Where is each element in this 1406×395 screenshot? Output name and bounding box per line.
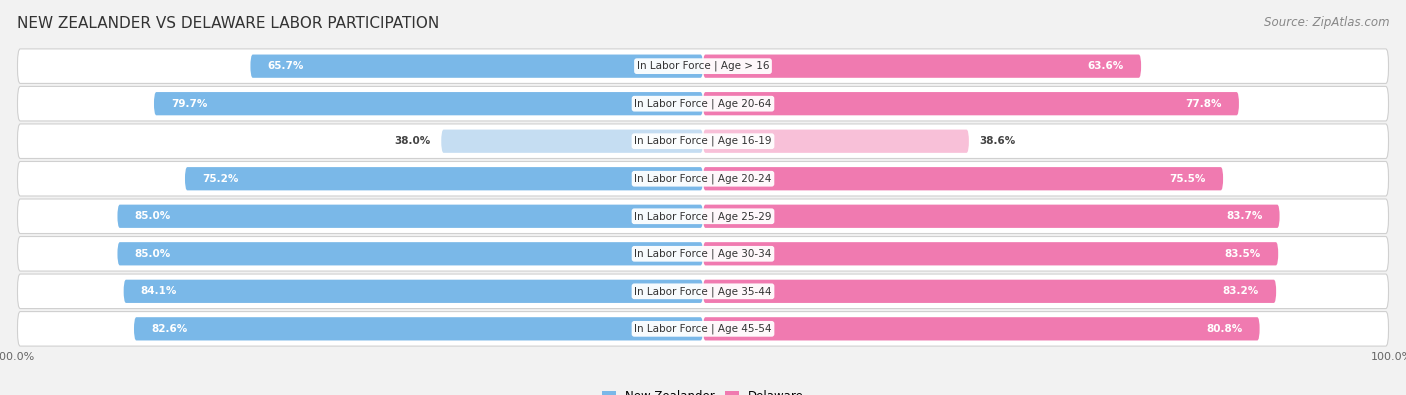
- FancyBboxPatch shape: [118, 205, 703, 228]
- Text: In Labor Force | Age 20-64: In Labor Force | Age 20-64: [634, 98, 772, 109]
- Text: In Labor Force | Age 30-34: In Labor Force | Age 30-34: [634, 248, 772, 259]
- Text: 83.2%: 83.2%: [1223, 286, 1258, 296]
- Text: 65.7%: 65.7%: [267, 61, 304, 71]
- FancyBboxPatch shape: [703, 92, 1239, 115]
- FancyBboxPatch shape: [703, 280, 1277, 303]
- FancyBboxPatch shape: [250, 55, 703, 78]
- FancyBboxPatch shape: [124, 280, 703, 303]
- Text: 85.0%: 85.0%: [135, 249, 172, 259]
- FancyBboxPatch shape: [703, 317, 1260, 340]
- Text: NEW ZEALANDER VS DELAWARE LABOR PARTICIPATION: NEW ZEALANDER VS DELAWARE LABOR PARTICIP…: [17, 16, 439, 31]
- Text: 79.7%: 79.7%: [172, 99, 208, 109]
- Text: In Labor Force | Age 25-29: In Labor Force | Age 25-29: [634, 211, 772, 222]
- Text: In Labor Force | Age 45-54: In Labor Force | Age 45-54: [634, 324, 772, 334]
- Text: In Labor Force | Age > 16: In Labor Force | Age > 16: [637, 61, 769, 71]
- Text: 83.7%: 83.7%: [1226, 211, 1263, 221]
- Text: Source: ZipAtlas.com: Source: ZipAtlas.com: [1264, 16, 1389, 29]
- FancyBboxPatch shape: [703, 205, 1279, 228]
- FancyBboxPatch shape: [703, 130, 969, 153]
- Text: 38.0%: 38.0%: [395, 136, 430, 146]
- FancyBboxPatch shape: [703, 167, 1223, 190]
- FancyBboxPatch shape: [17, 312, 1389, 346]
- FancyBboxPatch shape: [441, 130, 703, 153]
- FancyBboxPatch shape: [17, 124, 1389, 158]
- FancyBboxPatch shape: [17, 49, 1389, 83]
- FancyBboxPatch shape: [17, 274, 1389, 308]
- FancyBboxPatch shape: [17, 162, 1389, 196]
- Text: In Labor Force | Age 20-24: In Labor Force | Age 20-24: [634, 173, 772, 184]
- FancyBboxPatch shape: [703, 55, 1142, 78]
- FancyBboxPatch shape: [703, 242, 1278, 265]
- Text: 75.5%: 75.5%: [1170, 174, 1206, 184]
- FancyBboxPatch shape: [153, 92, 703, 115]
- Text: 84.1%: 84.1%: [141, 286, 177, 296]
- FancyBboxPatch shape: [118, 242, 703, 265]
- Text: 85.0%: 85.0%: [135, 211, 172, 221]
- Legend: New Zealander, Delaware: New Zealander, Delaware: [598, 385, 808, 395]
- FancyBboxPatch shape: [186, 167, 703, 190]
- FancyBboxPatch shape: [17, 87, 1389, 121]
- Text: In Labor Force | Age 35-44: In Labor Force | Age 35-44: [634, 286, 772, 297]
- FancyBboxPatch shape: [134, 317, 703, 340]
- Text: In Labor Force | Age 16-19: In Labor Force | Age 16-19: [634, 136, 772, 147]
- Text: 83.5%: 83.5%: [1225, 249, 1261, 259]
- Text: 63.6%: 63.6%: [1088, 61, 1123, 71]
- Text: 77.8%: 77.8%: [1185, 99, 1222, 109]
- Text: 38.6%: 38.6%: [979, 136, 1015, 146]
- Text: 82.6%: 82.6%: [152, 324, 187, 334]
- Text: 80.8%: 80.8%: [1206, 324, 1243, 334]
- Text: 75.2%: 75.2%: [202, 174, 239, 184]
- FancyBboxPatch shape: [17, 199, 1389, 233]
- FancyBboxPatch shape: [17, 237, 1389, 271]
